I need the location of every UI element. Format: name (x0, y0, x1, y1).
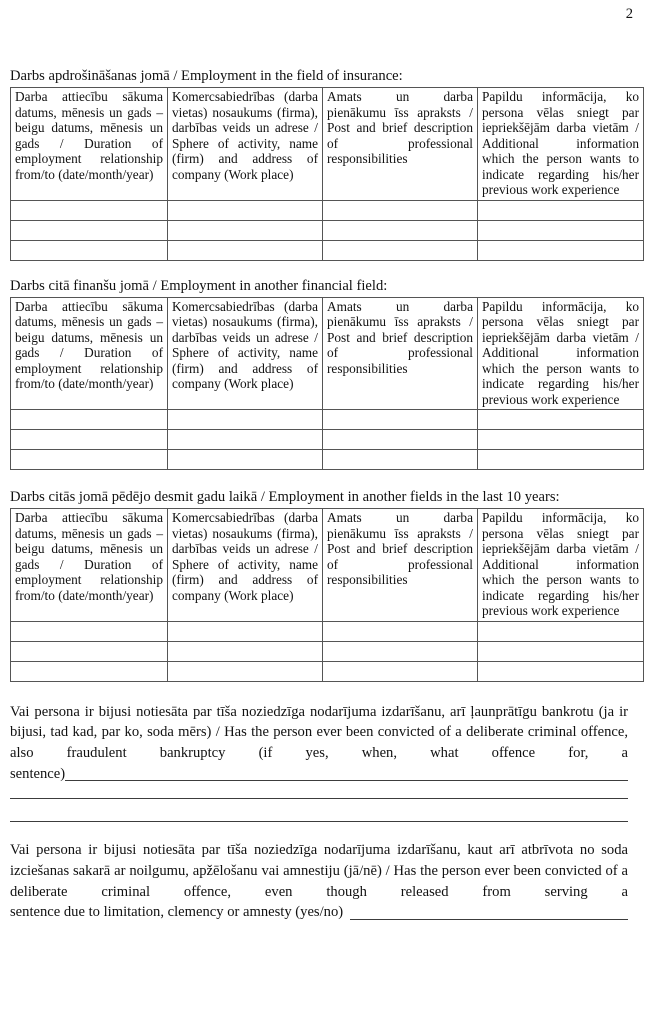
table-header-row: Darba attiecību sākuma datums, mēnesis u… (10, 296, 644, 410)
table-row (10, 239, 644, 261)
col-header-post-description: Amats un darba pienākumu īss apraksts / … (322, 87, 478, 201)
table-cell-empty[interactable] (10, 449, 168, 470)
table-row (10, 660, 644, 682)
table-cell-empty[interactable] (322, 660, 478, 682)
table-cell-empty[interactable] (322, 640, 478, 662)
col-header-additional-info: Papildu informācija, ko persona vēlas sn… (477, 508, 644, 622)
table-cell-empty[interactable] (167, 640, 323, 662)
table-cell-empty[interactable] (322, 620, 478, 642)
table-cell-empty[interactable] (10, 219, 168, 241)
col-header-post-description: Amats un darba pienākumu īss apraksts / … (322, 296, 478, 410)
table-row (10, 409, 644, 430)
table-cell-empty[interactable] (477, 449, 644, 470)
col-header-additional-info: Papildu informācija, ko persona vēlas sn… (477, 87, 644, 201)
answer-blank-yes-no[interactable] (350, 902, 628, 921)
table-row (10, 640, 644, 662)
table-cell-empty[interactable] (10, 660, 168, 682)
table-cell-empty[interactable] (10, 429, 168, 450)
table-cell-empty[interactable] (10, 409, 168, 430)
col-header-additional-info: Papildu informācija, ko persona vēlas sn… (477, 296, 644, 410)
table-cell-empty[interactable] (10, 620, 168, 642)
table-row (10, 429, 644, 450)
question-conviction-amnesty-tail-text: sentence due to limitation, clemency or … (10, 904, 344, 921)
table-cell-empty[interactable] (477, 640, 644, 662)
table-cell-empty[interactable] (167, 239, 323, 261)
question-conviction-tail-line: sentence) (10, 764, 628, 785)
page-content: Darbs apdrošināšanas jomā / Employment i… (0, 68, 650, 923)
table-cell-empty[interactable] (10, 640, 168, 662)
table-cell-empty[interactable] (477, 660, 644, 682)
table-cell-empty[interactable] (322, 429, 478, 450)
col-header-employment-duration: Darba attiecību sākuma datums, mēnesis u… (10, 296, 168, 410)
table-cell-empty[interactable] (322, 449, 478, 470)
employment-table-other-fields: Darba attiecību sākuma datums, mēnesis u… (10, 508, 644, 682)
answer-blank-conviction[interactable] (65, 764, 628, 782)
table-cell-empty[interactable] (322, 219, 478, 241)
section-heading-financial-field: Darbs citā finanšu jomā / Employment in … (10, 277, 388, 294)
table-cell-empty[interactable] (477, 219, 644, 241)
employment-table-insurance: Darba attiecību sākuma datums, mēnesis u… (10, 87, 644, 261)
table-row (10, 620, 644, 642)
table-cell-empty[interactable] (477, 429, 644, 450)
table-cell-empty[interactable] (322, 409, 478, 430)
table-header-row: Darba attiecību sākuma datums, mēnesis u… (10, 87, 644, 201)
question-conviction-amnesty: Vai persona ir bijusi notiesāta par tīša… (10, 840, 628, 923)
table-row (10, 199, 644, 221)
question-conviction-amnesty-text: Vai persona ir bijusi notiesāta par tīša… (10, 842, 628, 900)
table-cell-empty[interactable] (167, 620, 323, 642)
table-cell-empty[interactable] (167, 660, 323, 682)
table-cell-empty[interactable] (167, 409, 323, 430)
table-cell-empty[interactable] (167, 199, 323, 221)
col-header-post-description: Amats un darba pienākumu īss apraksts / … (322, 508, 478, 622)
page-number: 2 (625, 6, 633, 22)
question-conviction-amnesty-tail-line: sentence due to limitation, clemency or … (10, 902, 628, 923)
table-cell-empty[interactable] (10, 239, 168, 261)
table-cell-empty[interactable] (167, 449, 323, 470)
table-cell-empty[interactable] (477, 199, 644, 221)
col-header-employment-duration: Darba attiecību sākuma datums, mēnesis u… (10, 508, 168, 622)
section-heading-other-fields: Darbs citās jomā pēdējo desmit gadu laik… (10, 489, 560, 505)
question-conviction: Vai persona ir bijusi notiesāta par tīša… (10, 702, 628, 823)
question-conviction-tail-text: sentence) (10, 765, 66, 782)
answer-line[interactable] (10, 821, 628, 823)
answer-line[interactable] (10, 798, 628, 800)
table-cell-empty[interactable] (167, 219, 323, 241)
table-row (10, 449, 644, 470)
question-conviction-text: Vai persona ir bijusi notiesāta par tīša… (10, 703, 628, 761)
section-heading-insurance: Darbs apdrošināšanas jomā / Employment i… (10, 68, 403, 84)
table-cell-empty[interactable] (322, 239, 478, 261)
table-cell-empty[interactable] (477, 620, 644, 642)
col-header-employment-duration: Darba attiecību sākuma datums, mēnesis u… (10, 87, 168, 201)
col-header-company-name-address: Komercsabiedrības (darba vietas) nosauku… (167, 87, 323, 201)
table-cell-empty[interactable] (322, 199, 478, 221)
table-cell-empty[interactable] (167, 429, 323, 450)
table-header-row: Darba attiecību sākuma datums, mēnesis u… (10, 508, 644, 622)
col-header-company-name-address: Komercsabiedrības (darba vietas) nosauku… (167, 296, 323, 410)
table-cell-empty[interactable] (477, 409, 644, 430)
table-row (10, 219, 644, 241)
col-header-company-name-address: Komercsabiedrības (darba vietas) nosauku… (167, 508, 323, 622)
table-cell-empty[interactable] (10, 199, 168, 221)
employment-table-financial-field: Darba attiecību sākuma datums, mēnesis u… (10, 296, 644, 470)
table-cell-empty[interactable] (477, 239, 644, 261)
